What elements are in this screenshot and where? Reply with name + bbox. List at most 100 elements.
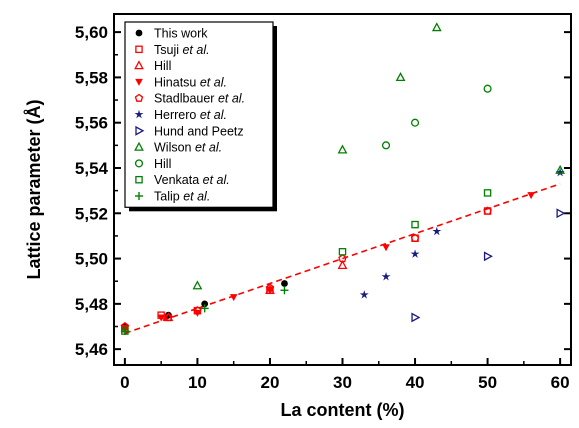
legend-label-main: Herrero	[154, 108, 200, 122]
legend-marker	[135, 45, 143, 54]
data-point	[157, 314, 165, 322]
data-point	[193, 306, 202, 315]
data-point	[120, 327, 129, 336]
legend-marker	[135, 29, 143, 37]
legend-marker	[135, 125, 145, 136]
x-tick-label: 50	[478, 373, 497, 392]
legend-label: Hund and Peetz	[154, 124, 244, 138]
legend-box	[124, 21, 274, 208]
legend-label-italic: et al.	[195, 141, 222, 155]
legend-label: Tsuji et al.	[154, 43, 210, 57]
data-point	[200, 304, 209, 313]
series-8	[381, 84, 492, 150]
legend-marker	[134, 141, 144, 151]
legend-label: Hill	[154, 59, 171, 73]
legend-label-main: Tsuji	[154, 43, 182, 57]
legend-marker	[134, 60, 144, 70]
data-point	[338, 248, 347, 256]
legend-label: Herrero et al.	[154, 108, 227, 122]
data-point	[555, 167, 565, 177]
legend-label-italic: et al.	[200, 75, 227, 89]
axes: 0 10 20 30 40 50 60 5,46 5,48 5,50 5,52 5,54 5,56 5,5…	[75, 13, 572, 392]
data-point	[411, 312, 421, 323]
legend-label-italic: et al.	[218, 92, 245, 106]
legend-label: Hill	[154, 157, 171, 171]
y-tick-label: 5,58	[75, 68, 108, 87]
y-tick-label: 5,56	[75, 114, 108, 133]
series-9	[121, 189, 492, 335]
y-tick-label: 5,50	[75, 250, 108, 269]
y-axis-title: Lattice parameter (Å)	[24, 99, 44, 279]
legend-label: Talip et al.	[154, 190, 210, 204]
data-point	[381, 141, 391, 150]
data-point	[229, 294, 238, 302]
legend-label-main: Hill	[154, 59, 171, 73]
x-tick-label: 20	[260, 373, 279, 392]
x-tick-label: 0	[120, 373, 129, 392]
fit-line-layer	[124, 183, 561, 335]
legend-marker	[134, 93, 144, 102]
legend-label-italic: et al.	[182, 43, 209, 57]
x-tick-label: 40	[406, 373, 425, 392]
legend-label-italic: et al.	[183, 190, 210, 204]
data-point	[410, 233, 420, 242]
fit-line	[124, 183, 561, 335]
x-tick-label: 60	[551, 373, 570, 392]
legend-label: Stadlbauer et al.	[154, 92, 245, 106]
data-point	[192, 280, 203, 290]
data-point	[483, 189, 492, 197]
y-tick-label: 5,54	[75, 159, 109, 178]
legend-label: This work	[154, 27, 208, 41]
series-1	[121, 207, 492, 333]
x-axis-title: La content (%)	[281, 400, 405, 420]
data-point	[410, 249, 420, 258]
data-point	[483, 206, 492, 215]
series-3	[121, 192, 535, 333]
data-point	[359, 290, 369, 299]
legend-marker	[134, 159, 144, 168]
series-5	[359, 167, 565, 299]
data-point	[265, 283, 275, 292]
y-tick-label: 5,60	[75, 23, 108, 42]
legend-label-main: Stadlbauer	[154, 92, 218, 106]
data-point	[483, 251, 493, 262]
y-tick-label: 5,52	[75, 204, 108, 223]
data-point	[410, 118, 420, 127]
series-4	[120, 206, 492, 331]
data-point	[337, 144, 348, 154]
data-point	[381, 271, 391, 281]
data-point	[281, 280, 288, 287]
legend-label-main: Hund and Peetz	[154, 124, 244, 138]
legend-label-italic: et al.	[200, 108, 227, 122]
series-6	[411, 208, 566, 323]
data-point	[411, 220, 419, 229]
data-points	[120, 22, 566, 336]
series-10	[120, 286, 289, 336]
legend-label-main: Venkata	[154, 173, 203, 187]
data-point	[280, 286, 289, 295]
data-point	[431, 22, 442, 32]
legend-label: Wilson et al.	[154, 141, 222, 155]
legend-marker	[135, 78, 143, 86]
data-point	[556, 208, 566, 219]
data-point	[395, 72, 406, 82]
series-7	[192, 22, 566, 290]
data-point	[164, 312, 173, 322]
legend-label-main: This work	[154, 27, 208, 41]
data-point	[382, 244, 390, 252]
legend-marker	[135, 192, 143, 200]
legend-label: Hinatsu et al.	[154, 75, 227, 89]
data-point	[338, 254, 347, 263]
legend-label-main: Wilson	[154, 141, 195, 155]
data-point	[201, 300, 209, 308]
legend-label-main: Hinatsu	[154, 75, 200, 89]
data-point	[483, 84, 492, 93]
series-2	[163, 259, 348, 322]
legend-marker	[135, 175, 143, 184]
data-point	[555, 164, 566, 174]
legend-marker	[134, 109, 144, 119]
y-tick-label: 5,48	[75, 295, 108, 314]
